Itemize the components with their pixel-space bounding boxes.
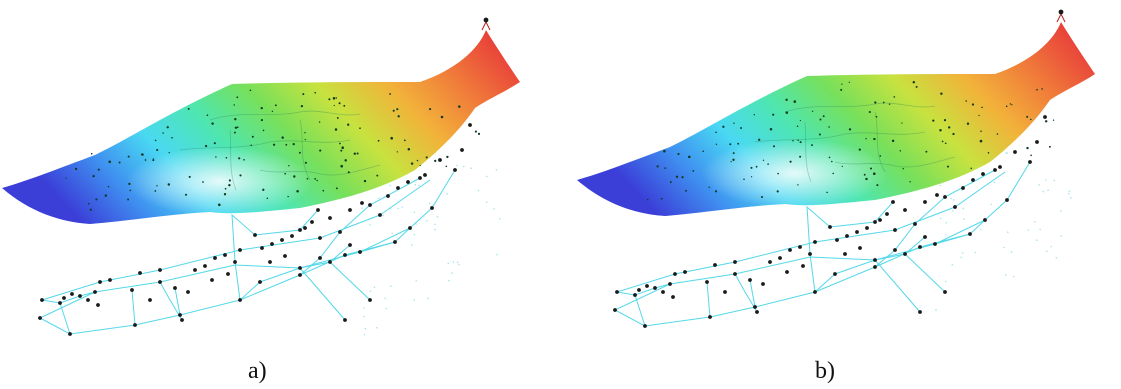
panel-caption-a: a) (248, 358, 267, 384)
network-nodes (613, 115, 1047, 328)
surface-points (646, 80, 1055, 201)
panel-caption-b: b) (815, 358, 835, 384)
peak-marker (1058, 9, 1064, 15)
surface-points (65, 89, 481, 211)
peak-marker (483, 17, 489, 23)
panel-b: b) (561, 0, 1121, 389)
network-nodes (38, 123, 472, 336)
terrain-surface-plot-a (2, 17, 520, 336)
faint-points (361, 152, 501, 336)
terrain-surface-plot-b (577, 9, 1095, 328)
panel-a: a) (0, 0, 560, 389)
